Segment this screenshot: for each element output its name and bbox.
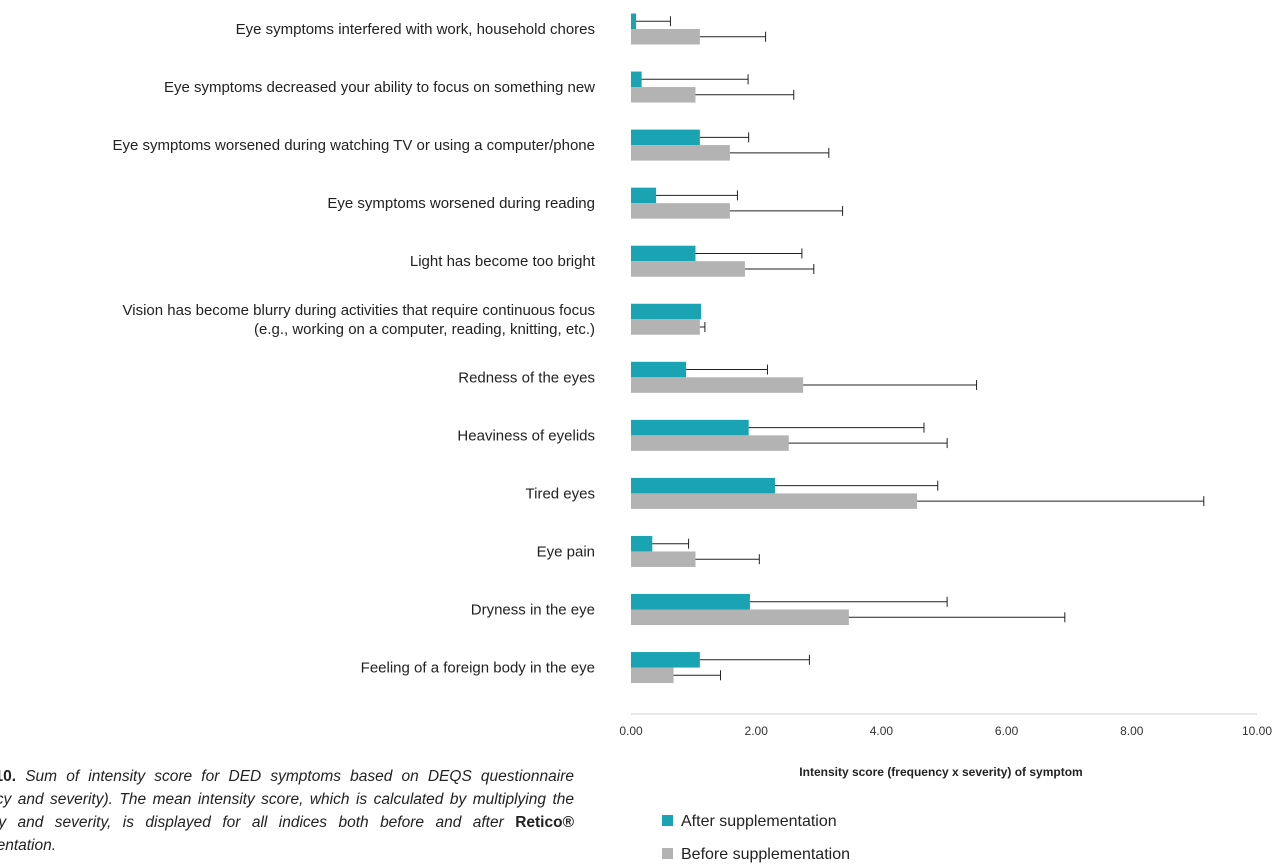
bar (631, 652, 700, 668)
bars (631, 13, 918, 684)
bar (631, 245, 696, 262)
category-label: Vision has become blurry during activiti… (123, 302, 595, 319)
category-label: (e.g., working on a computer, reading, k… (254, 321, 595, 338)
bar (631, 261, 745, 277)
bar (631, 71, 642, 88)
bar (631, 594, 750, 610)
bar (631, 477, 775, 494)
brand-name: Retico® (515, 814, 574, 831)
bar (631, 609, 849, 625)
x-axis-title: Intensity score (frequency x severity) o… (799, 765, 1082, 779)
bar (631, 535, 653, 552)
bar (631, 435, 789, 451)
figure-caption: Figure 10. Sum of intensity score for DE… (0, 765, 574, 857)
bar (631, 667, 674, 684)
figure-label: Figure 10. (0, 768, 17, 785)
category-label: Tired eyes (526, 485, 595, 502)
bar (631, 303, 702, 320)
legend-label: After supplementation (681, 813, 837, 830)
category-label: Eye pain (537, 543, 595, 560)
bar (631, 29, 700, 45)
category-label: Eye symptoms interfered with work, house… (236, 21, 595, 38)
bar (631, 145, 730, 161)
category-label: Dryness in the eye (471, 602, 595, 619)
bar (631, 129, 700, 146)
x-tick-label: 10.00 (1242, 724, 1272, 738)
caption-text-end: supplementation. (0, 837, 57, 854)
x-tick-label: 8.00 (1120, 724, 1144, 738)
legend-swatch (662, 848, 673, 859)
bar (631, 361, 687, 378)
error-bars (636, 16, 1205, 681)
legend-label: Before supplementation (681, 846, 850, 863)
bar (631, 493, 918, 509)
category-label: Light has become too bright (410, 253, 596, 270)
x-tick-label: 6.00 (995, 724, 1019, 738)
bar (631, 419, 749, 436)
caption-text: Sum of intensity score for DED symptoms … (0, 768, 574, 831)
legend-swatch (662, 815, 673, 826)
category-labels: Eye symptoms interfered with work, house… (113, 21, 596, 677)
x-tick-label: 2.00 (745, 724, 769, 738)
bar (631, 87, 696, 103)
bar (631, 377, 804, 393)
bar (631, 187, 657, 204)
x-tick-labels: 0.00 2.00 4.00 6.00 8.00 10.00 (619, 724, 1272, 738)
bar (631, 13, 637, 29)
bar (631, 203, 730, 219)
x-tick-label: 0.00 (619, 724, 643, 738)
bar (631, 551, 696, 567)
category-label: Heaviness of eyelids (457, 427, 595, 444)
category-label: Eye symptoms worsened during watching TV… (113, 137, 595, 154)
bar (631, 319, 700, 335)
x-tick-label: 4.00 (870, 724, 894, 738)
category-label: Eye symptoms worsened during reading (327, 195, 595, 212)
legend: After supplementation Before supplementat… (662, 813, 850, 863)
category-label: Redness of the eyes (458, 369, 595, 386)
category-label: Feeling of a foreign body in the eye (361, 660, 595, 677)
category-label: Eye symptoms decreased your ability to f… (164, 79, 595, 96)
